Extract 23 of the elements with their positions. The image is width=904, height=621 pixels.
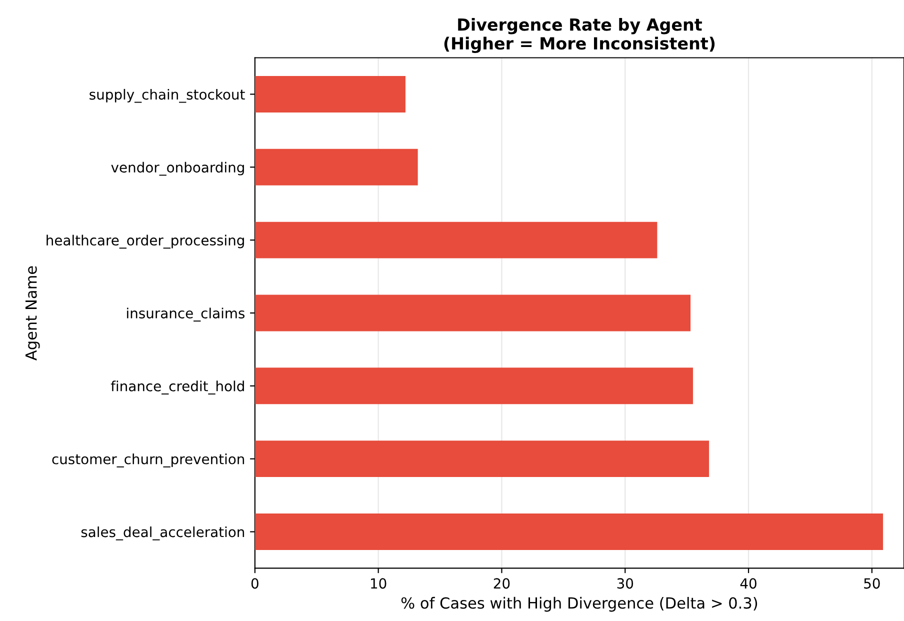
y-tick-label: vendor_onboarding bbox=[111, 162, 244, 176]
y-axis-title: Agent Name bbox=[26, 266, 40, 360]
bar bbox=[254, 440, 710, 478]
x-tick-label: 10 bbox=[371, 578, 386, 589]
chart-title: Divergence Rate by Agent (Higher = More Inconsistent) bbox=[444, 18, 715, 54]
x-tick-label: 50 bbox=[864, 578, 880, 589]
x-tick-label: 0 bbox=[251, 578, 258, 589]
x-tick-label: 30 bbox=[617, 578, 634, 589]
x-axis-title: % of Cases with High Divergence (Delta > 0.3) bbox=[401, 596, 758, 612]
bar bbox=[254, 76, 406, 112]
bar bbox=[254, 368, 693, 404]
y-tick-label: customer_churn_prevention bbox=[52, 454, 244, 468]
y-tick-label: supply_chain_stockout bbox=[90, 88, 245, 103]
y-tick-label: insurance_claims bbox=[127, 308, 245, 322]
x-tick-label: 20 bbox=[494, 578, 510, 589]
bar bbox=[254, 148, 418, 186]
y-tick-label: healthcare_order_processing bbox=[46, 234, 244, 249]
bar bbox=[254, 222, 658, 258]
y-tick-label: sales_deal_acceleration bbox=[81, 526, 244, 540]
bar bbox=[254, 294, 691, 332]
y-tick-label: finance_credit_hold bbox=[110, 380, 244, 394]
x-tick-label: 40 bbox=[740, 578, 756, 589]
bar bbox=[254, 514, 884, 550]
